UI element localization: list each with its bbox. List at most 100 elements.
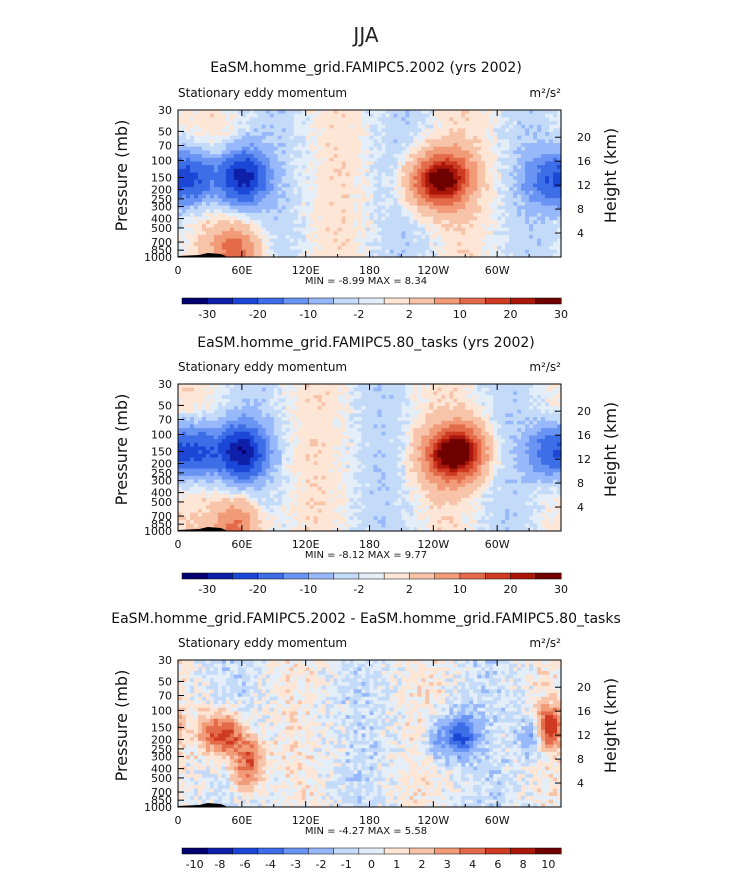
panel-variable-label: Stationary eddy momentum — [178, 636, 347, 650]
min-max-stats: MIN = -4.27 MAX = 5.58 — [305, 826, 427, 837]
colorbar-swatch — [207, 297, 234, 305]
height-tick-label: 16 — [577, 705, 591, 718]
pressure-tick-label: 400 — [151, 487, 172, 500]
pressure-tick-label: 100 — [151, 428, 172, 441]
chart-panel-2: EaSM.homme_grid.FAMIPC5.80_tasks (yrs 20… — [112, 335, 620, 596]
colorbar: -30 -20 -10 -2 2 10 20 30 — [181, 297, 568, 321]
height-tick-label: 8 — [577, 203, 584, 216]
colorbar-swatch — [308, 572, 335, 580]
colorbar-label: 0 — [368, 858, 375, 871]
panel-title: EaSM.homme_grid.FAMIPC5.2002 (yrs 2002) — [210, 60, 522, 76]
colorbar-swatch — [484, 572, 512, 580]
height-axis-title: Height (km) — [601, 678, 620, 773]
pressure-axis-title: Pressure (mb) — [112, 670, 131, 782]
panel-units-label: m²/s² — [529, 636, 561, 650]
colorbar-label: 3 — [444, 858, 451, 871]
panels-container: EaSM.homme_grid.FAMIPC5.2002 (yrs 2002) S… — [111, 60, 621, 871]
height-tick-label: 4 — [577, 227, 584, 240]
colorbar-swatch — [257, 572, 284, 580]
pressure-tick-label: 300 — [151, 751, 172, 764]
colorbar-swatch — [333, 847, 360, 855]
colorbar-swatch — [535, 572, 562, 580]
colorbar-swatch — [535, 847, 562, 855]
height-tick-label: 12 — [577, 729, 591, 742]
height-tick-label: 20 — [577, 131, 591, 144]
panel-units-label: m²/s² — [529, 360, 561, 374]
colorbar-swatch — [434, 297, 461, 305]
height-axis-title: Height (km) — [601, 402, 620, 497]
field-cells — [178, 110, 562, 258]
colorbar-swatch — [484, 847, 512, 855]
pressure-tick-label: 70 — [158, 414, 172, 427]
pressure-tick-label: 500 — [151, 772, 172, 785]
colorbar-swatch — [257, 847, 284, 855]
colorbar-swatch — [434, 572, 461, 580]
colorbar-label: -6 — [240, 858, 251, 871]
colorbar-label: 2 — [406, 583, 413, 596]
colorbar-label: -30 — [198, 308, 216, 321]
colorbar-swatch — [459, 572, 486, 580]
colorbar-swatch — [181, 847, 208, 855]
longitude-tick-label: 120W — [417, 814, 449, 827]
longitude-tick-label: 180 — [359, 814, 380, 827]
pressure-tick-label: 100 — [151, 704, 172, 717]
colorbar-label: 20 — [503, 308, 517, 321]
colorbar-swatch — [232, 297, 259, 305]
colorbar-swatch — [282, 297, 309, 305]
colorbar-swatch — [409, 297, 436, 305]
colorbar-label: -8 — [214, 858, 225, 871]
colorbar: -30 -20 -10 -2 2 10 20 30 — [181, 572, 568, 596]
colorbar-swatch — [181, 297, 208, 305]
longitude-axis: 0 60E 120E 180 120W 60W — [175, 660, 530, 827]
colorbar-label: 6 — [494, 858, 501, 871]
colorbar-swatch — [181, 572, 208, 580]
colorbar-label: 30 — [554, 583, 568, 596]
colorbar-label: -2 — [353, 308, 364, 321]
pressure-tick-label: 250 — [151, 467, 172, 480]
colorbar-swatch — [459, 847, 486, 855]
topography-mask — [178, 253, 226, 257]
pressure-tick-label: 250 — [151, 743, 172, 756]
min-max-stats: MIN = -8.12 MAX = 9.77 — [305, 550, 427, 561]
colorbar-swatch — [232, 847, 259, 855]
longitude-tick-label: 60W — [485, 264, 510, 277]
longitude-tick-label: 60W — [485, 814, 510, 827]
pressure-tick-label: 300 — [151, 201, 172, 214]
colorbar-label: 10 — [453, 308, 467, 321]
height-tick-label: 20 — [577, 681, 591, 694]
height-axis: 20 16 12 8 4 — [555, 681, 591, 790]
figure-suptitle: JJA — [351, 23, 378, 47]
pressure-tick-label: 50 — [158, 125, 172, 138]
height-tick-label: 16 — [577, 429, 591, 442]
pressure-tick-label: 150 — [151, 445, 172, 458]
colorbar-swatch — [383, 847, 410, 855]
topography-mask — [178, 527, 226, 531]
pressure-tick-label: 250 — [151, 193, 172, 206]
pressure-axis-title: Pressure (mb) — [112, 394, 131, 506]
min-max-stats: MIN = -8.99 MAX = 8.34 — [305, 276, 427, 287]
height-tick-label: 16 — [577, 155, 591, 168]
longitude-tick-label: 180 — [359, 538, 380, 551]
pressure-tick-label: 400 — [151, 763, 172, 776]
pressure-tick-label: 700 — [151, 786, 172, 799]
pressure-tick-label: 50 — [158, 675, 172, 688]
colorbar-swatch — [207, 572, 234, 580]
colorbar-swatch — [282, 847, 309, 855]
pressure-tick-label: 1000 — [144, 525, 172, 538]
colorbar-swatch — [358, 847, 385, 855]
height-tick-label: 4 — [577, 777, 584, 790]
pressure-tick-label: 200 — [151, 184, 172, 197]
panel-title: EaSM.homme_grid.FAMIPC5.80_tasks (yrs 20… — [197, 335, 535, 351]
pressure-tick-label: 700 — [151, 510, 172, 523]
colorbar-label: 8 — [520, 858, 527, 871]
colorbar-swatch — [333, 572, 360, 580]
longitude-tick-label: 180 — [359, 264, 380, 277]
chart-panel-1: EaSM.homme_grid.FAMIPC5.2002 (yrs 2002) S… — [112, 60, 620, 321]
colorbar-swatch — [459, 297, 486, 305]
colorbar-swatch — [510, 572, 537, 580]
colorbar-label: -10 — [299, 308, 317, 321]
colorbar-label: -10 — [299, 583, 317, 596]
